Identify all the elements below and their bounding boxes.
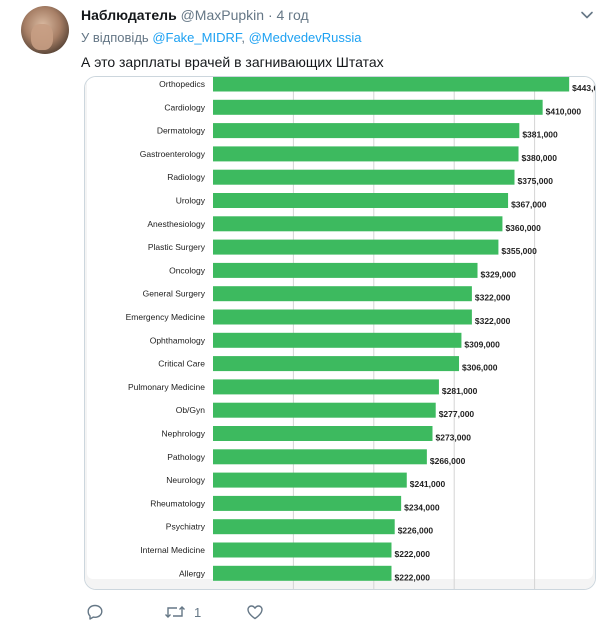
- category-label: Rheumatology: [150, 498, 206, 508]
- retweet-icon: [165, 606, 185, 618]
- value-label: $360,000: [505, 223, 541, 233]
- bar-pulmonary-medicine: [213, 379, 439, 395]
- category-label: Dermatology: [157, 126, 206, 136]
- category-label: Ob/Gyn: [176, 405, 206, 415]
- bar-nephrology: [213, 426, 433, 441]
- bar-ob-gyn: [213, 402, 436, 418]
- reply-separator: ,: [241, 30, 245, 45]
- tweet-image[interactable]: Orthopedics $443,000 Cardiology $410,000 Der…: [84, 76, 596, 590]
- value-label: $277,000: [439, 409, 475, 419]
- category-label: Anesthesiology: [147, 219, 205, 229]
- value-label: $367,000: [511, 200, 547, 210]
- separator-dot: ·: [267, 7, 273, 23]
- category-label: Oncology: [169, 265, 206, 275]
- category-label: Gastroenterology: [140, 149, 206, 159]
- timestamp[interactable]: 4 год: [276, 7, 309, 23]
- value-label: $241,000: [410, 479, 446, 489]
- bar-ophthamology: [213, 332, 462, 348]
- bar-internal-medicine: [213, 542, 392, 558]
- category-label: Neurology: [166, 475, 205, 485]
- value-label: $380,000: [522, 153, 558, 163]
- salary-chart: Orthopedics $443,000 Cardiology $410,000 Der…: [85, 77, 595, 589]
- value-label: $234,000: [404, 502, 440, 512]
- retweet-button[interactable]: 1: [164, 602, 201, 622]
- category-label: Psychiatry: [166, 522, 206, 532]
- value-label: $273,000: [435, 433, 471, 443]
- value-label: $381,000: [522, 130, 558, 140]
- category-label: Radiology: [167, 172, 206, 182]
- category-label: Critical Care: [158, 359, 205, 369]
- value-label: $410,000: [546, 106, 582, 116]
- value-label: $222,000: [394, 549, 430, 559]
- bar-general-surgery: [213, 286, 472, 302]
- reply-icon: [87, 604, 103, 620]
- bar-plastic-surgery: [213, 239, 499, 255]
- bar-rheumatology: [213, 495, 402, 511]
- tweet-text: А это зарплаты врачей в загнивающих Штат…: [81, 54, 384, 70]
- value-label: $329,000: [481, 269, 517, 279]
- category-label: Pathology: [167, 452, 206, 462]
- tweet-header: Наблюдатель @MaxPupkin · 4 год: [81, 6, 309, 24]
- category-label: Orthopedics: [159, 79, 205, 89]
- value-label: $281,000: [442, 386, 478, 396]
- reply-button[interactable]: [86, 602, 104, 622]
- bar-critical-care: [213, 356, 460, 372]
- chevron-down-icon[interactable]: [580, 8, 594, 22]
- reply-context: У відповідь @Fake_MIDRF, @MedvedevRussia: [81, 29, 362, 47]
- value-label: $266,000: [430, 456, 466, 466]
- reply-mention-2[interactable]: @MedvedevRussia: [248, 30, 362, 45]
- bar-oncology: [213, 262, 478, 278]
- category-label: Emergency Medicine: [126, 312, 206, 322]
- value-label: $306,000: [462, 363, 498, 373]
- value-label: $375,000: [518, 176, 554, 186]
- avatar[interactable]: [21, 6, 69, 54]
- author-name[interactable]: Наблюдатель: [81, 7, 177, 23]
- bar-gastroenterology: [213, 146, 519, 162]
- retweet-count: 1: [194, 604, 202, 620]
- value-label: $322,000: [475, 293, 511, 303]
- heart-icon: [247, 605, 263, 620]
- value-label: $222,000: [394, 572, 430, 582]
- value-label: $355,000: [501, 246, 537, 256]
- category-label: Cardiology: [164, 102, 205, 112]
- category-label: Urology: [176, 196, 206, 206]
- bar-psychiatry: [213, 519, 395, 535]
- value-label: $226,000: [398, 526, 434, 536]
- bar-dermatology: [213, 123, 520, 139]
- bar-chart: Orthopedics $443,000 Cardiology $410,000 Der…: [87, 77, 595, 589]
- bar-pathology: [213, 449, 427, 465]
- author-handle[interactable]: @MaxPupkin: [180, 7, 265, 23]
- category-label: Ophthamology: [150, 335, 206, 345]
- category-label: Allergy: [179, 568, 206, 578]
- category-label: Plastic Surgery: [148, 242, 206, 252]
- category-label: Internal Medicine: [140, 545, 205, 555]
- bar-urology: [213, 193, 509, 208]
- reply-prefix: У відповідь: [81, 30, 149, 45]
- bar-orthopedics: [213, 77, 570, 92]
- reply-mention-1[interactable]: @Fake_MIDRF: [152, 30, 242, 45]
- bar-emergency-medicine: [213, 309, 472, 325]
- value-label: $309,000: [464, 339, 500, 349]
- bar-neurology: [213, 472, 407, 488]
- tweet-actions: 1: [86, 602, 286, 622]
- like-button[interactable]: [246, 602, 264, 622]
- bar-cardiology: [213, 99, 543, 115]
- value-label: $322,000: [475, 316, 511, 326]
- bar-radiology: [213, 169, 515, 185]
- bar-allergy: [213, 565, 392, 581]
- value-label: $443,000: [572, 83, 595, 93]
- bar-anesthesiology: [213, 216, 503, 232]
- category-label: General Surgery: [143, 289, 206, 299]
- category-label: Pulmonary Medicine: [128, 382, 205, 392]
- category-label: Nephrology: [162, 429, 206, 439]
